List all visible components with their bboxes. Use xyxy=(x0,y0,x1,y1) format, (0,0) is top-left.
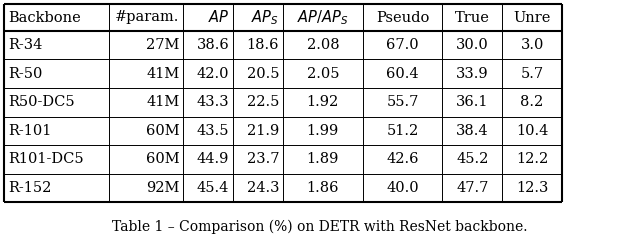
Text: 45.2: 45.2 xyxy=(456,152,488,166)
Text: $AP$: $AP$ xyxy=(207,9,229,25)
Text: 92M: 92M xyxy=(146,181,179,195)
Text: $AP/AP_S$: $AP/AP_S$ xyxy=(297,8,349,27)
Text: 27M: 27M xyxy=(146,38,179,52)
Text: True: True xyxy=(455,11,490,24)
Text: 41M: 41M xyxy=(146,67,179,81)
Text: 18.6: 18.6 xyxy=(246,38,279,52)
Text: 8.2: 8.2 xyxy=(520,95,544,109)
Text: 21.9: 21.9 xyxy=(247,124,279,138)
Text: 38.6: 38.6 xyxy=(196,38,229,52)
Text: 51.2: 51.2 xyxy=(387,124,419,138)
Text: Table 1 – Comparison (%) on DETR with ResNet backbone.: Table 1 – Comparison (%) on DETR with Re… xyxy=(112,220,528,234)
Text: 1.86: 1.86 xyxy=(307,181,339,195)
Text: R101-DC5: R101-DC5 xyxy=(8,152,84,166)
Text: 44.9: 44.9 xyxy=(197,152,229,166)
Text: 67.0: 67.0 xyxy=(387,38,419,52)
Text: 45.4: 45.4 xyxy=(197,181,229,195)
Text: 12.3: 12.3 xyxy=(516,181,548,195)
Text: 42.0: 42.0 xyxy=(196,67,229,81)
Text: 1.99: 1.99 xyxy=(307,124,339,138)
Text: 1.89: 1.89 xyxy=(307,152,339,166)
Text: 60.4: 60.4 xyxy=(387,67,419,81)
Text: 5.7: 5.7 xyxy=(520,67,543,81)
Text: 2.05: 2.05 xyxy=(307,67,339,81)
Text: #param.: #param. xyxy=(115,11,179,24)
Text: R-101: R-101 xyxy=(8,124,51,138)
Text: R50-DC5: R50-DC5 xyxy=(8,95,75,109)
Text: Pseudo: Pseudo xyxy=(376,11,429,24)
Text: 47.7: 47.7 xyxy=(456,181,488,195)
Text: 43.3: 43.3 xyxy=(196,95,229,109)
Text: 24.3: 24.3 xyxy=(246,181,279,195)
Text: R-50: R-50 xyxy=(8,67,42,81)
Text: 22.5: 22.5 xyxy=(246,95,279,109)
Text: 42.6: 42.6 xyxy=(387,152,419,166)
Text: R-34: R-34 xyxy=(8,38,42,52)
Text: 23.7: 23.7 xyxy=(246,152,279,166)
Text: 3.0: 3.0 xyxy=(520,38,544,52)
Text: 41M: 41M xyxy=(146,95,179,109)
Text: 10.4: 10.4 xyxy=(516,124,548,138)
Text: 38.4: 38.4 xyxy=(456,124,488,138)
Text: 55.7: 55.7 xyxy=(387,95,419,109)
Text: 12.2: 12.2 xyxy=(516,152,548,166)
Text: 43.5: 43.5 xyxy=(196,124,229,138)
Text: 36.1: 36.1 xyxy=(456,95,488,109)
Text: 20.5: 20.5 xyxy=(246,67,279,81)
Text: Unre: Unre xyxy=(513,11,551,24)
Text: 30.0: 30.0 xyxy=(456,38,489,52)
Text: 60M: 60M xyxy=(146,152,179,166)
Text: 40.0: 40.0 xyxy=(387,181,419,195)
Text: $AP_S$: $AP_S$ xyxy=(252,8,279,27)
Text: R-152: R-152 xyxy=(8,181,51,195)
Text: 1.92: 1.92 xyxy=(307,95,339,109)
Text: 33.9: 33.9 xyxy=(456,67,488,81)
Text: 60M: 60M xyxy=(146,124,179,138)
Text: 2.08: 2.08 xyxy=(307,38,339,52)
Text: Backbone: Backbone xyxy=(8,11,81,24)
